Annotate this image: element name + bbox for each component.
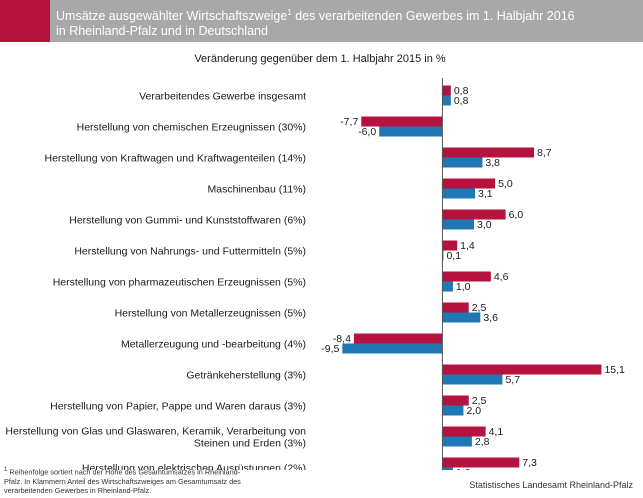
data-label: 4,1 [489, 426, 504, 438]
data-label: 2,0 [466, 405, 481, 417]
category-label: Maschinenbau (11%) [208, 184, 306, 196]
data-label: 1,0 [456, 467, 471, 470]
chart-title-footnote-marker: 1 [287, 8, 292, 17]
bar-rheinland-pfalz [442, 364, 602, 375]
data-label: 5,0 [498, 178, 513, 190]
bar-rheinland-pfalz [361, 116, 443, 127]
data-label: 4,6 [494, 271, 509, 283]
category-label: Metallerzeugung und -bearbeitung (4%) [121, 339, 306, 351]
data-label: 0,1 [446, 250, 461, 262]
bar-rheinland-pfalz [442, 85, 451, 96]
data-label: 5,7 [505, 374, 520, 386]
category-label: Verarbeitendes Gewerbe insgesamt [139, 91, 306, 103]
data-label: 0,8 [454, 95, 469, 107]
data-label: 2,8 [475, 436, 490, 448]
data-label: 3,8 [485, 157, 500, 169]
category-label: Steinen und Erden (3%) [194, 438, 306, 450]
bar-rheinland-pfalz [442, 240, 458, 251]
bar-deutschland [442, 95, 451, 106]
chart-header: Umsätze ausgewählter Wirtschaftszweige1 … [0, 0, 643, 42]
bar-deutschland [442, 405, 464, 416]
data-label: -7,7 [340, 116, 358, 128]
bar-rheinland-pfalz [442, 178, 496, 189]
bar-deutschland [442, 374, 503, 385]
footnote-marker: 1 [4, 467, 8, 473]
bar-deutschland [442, 250, 444, 261]
category-label: Herstellung von Kraftwagen und Kraftwage… [45, 153, 307, 165]
chart-title: Umsätze ausgewählter Wirtschaftszweige1 … [56, 5, 636, 39]
bar-rheinland-pfalz [442, 457, 520, 468]
bar-rheinland-pfalz [442, 302, 469, 313]
bar-deutschland [442, 188, 476, 199]
category-label: Herstellung von chemischen Erzeugnissen … [77, 122, 306, 134]
data-label: 6,0 [509, 209, 524, 221]
data-label: 2,5 [472, 302, 487, 314]
source-credit: Statistisches Landesamt Rheinland-Pfalz [469, 480, 633, 490]
bar-deutschland [442, 312, 481, 323]
bar-rheinland-pfalz [442, 426, 486, 437]
bar-deutschland [442, 157, 483, 168]
bar-chart: Veränderung gegenüber dem 1. Halbjahr 20… [5, 53, 625, 471]
data-label: 0,8 [454, 85, 469, 97]
data-label: 1,4 [460, 240, 475, 252]
chart-title-line2: in Rheinland-Pfalz und in Deutschland [56, 24, 268, 39]
bar-rheinland-pfalz [353, 333, 443, 344]
bar-rheinland-pfalz [442, 209, 506, 220]
bar-rheinland-pfalz [442, 271, 491, 282]
chart-title-part1: Umsätze ausgewählter Wirtschaftszweige [56, 9, 288, 24]
data-label: 7,3 [522, 457, 537, 469]
data-label: 15,1 [604, 364, 625, 376]
category-label: Herstellung von elektrischen Ausrüstunge… [82, 463, 306, 471]
chart-subtitle: Veränderung gegenüber dem 1. Halbjahr 20… [194, 53, 446, 65]
chart-title-part2: des verarbeitenden Gewerbes im 1. Halbja… [291, 9, 575, 24]
data-label: -8,4 [333, 333, 351, 345]
data-label: 2,5 [472, 395, 487, 407]
category-label: Getränkeherstellung (3%) [186, 370, 306, 382]
bar-deutschland [442, 467, 453, 470]
bar-deutschland [442, 219, 474, 230]
category-label: Herstellung von Nahrungs- und Futtermitt… [74, 246, 306, 258]
data-label: 3,1 [478, 188, 493, 200]
bar-deutschland [442, 281, 453, 292]
category-label: Herstellung von pharmazeutischen Erzeugn… [53, 277, 306, 289]
bar-deutschland [442, 436, 472, 447]
bar-deutschland [342, 343, 443, 354]
category-label: Herstellung von Papier, Pappe und Waren … [50, 401, 306, 413]
bar-rheinland-pfalz [442, 147, 535, 158]
data-label: 3,6 [483, 312, 498, 324]
data-label: -6,0 [358, 126, 376, 138]
category-label: Herstellung von Gummi- und Kunststoffwar… [69, 215, 306, 227]
data-label: 1,0 [456, 281, 471, 293]
data-label: 3,0 [477, 219, 492, 231]
data-label: -9,5 [321, 343, 339, 355]
bar-deutschland [379, 126, 443, 137]
header-accent-block [0, 0, 50, 42]
footnote: 1 Reihenfolge sortiert nach der Höhe des… [4, 466, 254, 495]
data-label: 8,7 [537, 147, 552, 159]
footnote-text: Reihenfolge sortiert nach der Höhe des G… [4, 467, 241, 496]
category-label: Herstellung von Glas und Glaswaren, Kera… [5, 426, 306, 438]
category-label: Herstellung von Metallerzeugnissen (5%) [115, 308, 306, 320]
bar-rheinland-pfalz [442, 395, 469, 406]
